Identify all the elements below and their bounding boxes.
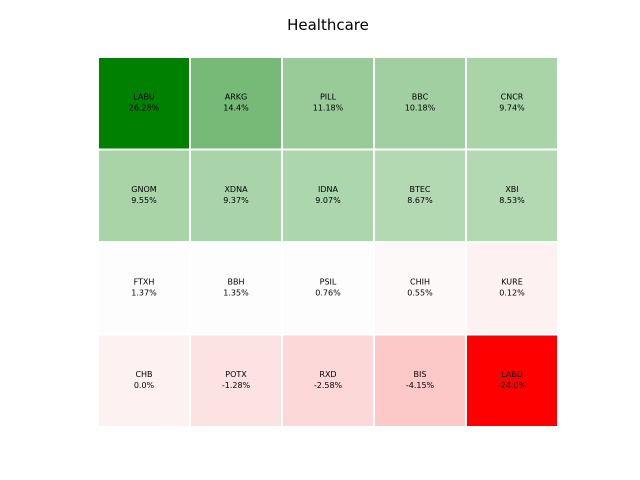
cell-ticker-label: RXD — [319, 370, 336, 379]
heatmap-cell: PSIL 0.76% — [281, 241, 375, 336]
heatmap-cell-rect — [465, 56, 559, 151]
cell-ticker-label: XDNA — [224, 185, 248, 194]
heatmap-cell: LABU 26.28% — [97, 56, 191, 151]
cell-value-label: 9.55% — [131, 196, 157, 205]
heatmap-cell: LABD -24.0% — [465, 333, 559, 428]
cell-ticker-label: ARKG — [225, 92, 247, 101]
cell-value-label: 0.0% — [134, 381, 155, 390]
cell-value-label: 0.76% — [315, 288, 341, 297]
cell-value-label: 9.74% — [499, 103, 525, 112]
cell-value-label: 26.28% — [129, 103, 160, 112]
cell-value-label: 8.67% — [407, 196, 433, 205]
heatmap-cell: CHB 0.0% — [97, 333, 191, 428]
heatmap-cell-rect — [373, 241, 467, 336]
heatmap-cell: IDNA 9.07% — [281, 148, 375, 243]
heatmap-cell-rect — [281, 148, 375, 243]
cell-value-label: 0.55% — [407, 288, 433, 297]
cell-value-label: 8.53% — [499, 196, 525, 205]
cell-ticker-label: KURE — [501, 277, 523, 286]
heatmap-cell: ARKG 14.4% — [189, 56, 283, 151]
heatmap-cell-rect — [97, 148, 191, 243]
cell-value-label: -2.58% — [314, 381, 343, 390]
heatmap-cell: XDNA 9.37% — [189, 148, 283, 243]
cell-ticker-label: FTXH — [134, 277, 155, 286]
heatmap-cell-rect — [465, 241, 559, 336]
cell-value-label: 0.12% — [499, 288, 525, 297]
heatmap-cell-rect — [97, 241, 191, 336]
chart-title: Healthcare — [287, 16, 369, 34]
cell-ticker-label: BTEC — [409, 185, 430, 194]
cell-value-label: 11.18% — [313, 103, 344, 112]
cell-value-label: 10.18% — [405, 103, 436, 112]
cell-ticker-label: IDNA — [318, 185, 339, 194]
heatmap-cell-rect — [281, 241, 375, 336]
cell-ticker-label: CNCR — [501, 92, 524, 101]
cell-value-label: -1.28% — [222, 381, 251, 390]
heatmap-cell: GNOM 9.55% — [97, 148, 191, 243]
cell-ticker-label: CHIH — [410, 277, 430, 286]
heatmap-cell: BBH 1.35% — [189, 241, 283, 336]
heatmap-cell: FTXH 1.37% — [97, 241, 191, 336]
cell-value-label: 9.07% — [315, 196, 341, 205]
heatmap-cell: BIS -4.15% — [373, 333, 467, 428]
cell-ticker-label: LABU — [133, 92, 155, 101]
cell-ticker-label: PSIL — [320, 277, 337, 286]
heatmap-cell-rect — [189, 148, 283, 243]
heatmap-cell: KURE 0.12% — [465, 241, 559, 336]
cell-ticker-label: CHB — [135, 370, 152, 379]
cell-ticker-label: PILL — [320, 92, 337, 101]
cell-ticker-label: BBC — [412, 92, 429, 101]
cell-ticker-label: POTX — [225, 370, 247, 379]
heatmap-cell-rect — [281, 333, 375, 428]
cell-value-label: 9.37% — [223, 196, 249, 205]
heatmap-cell-rect — [465, 333, 559, 428]
heatmap-cell-rect — [373, 148, 467, 243]
cell-value-label: 1.35% — [223, 288, 249, 297]
cell-value-label: -24.0% — [498, 381, 527, 390]
heatmap-cell: PILL 11.18% — [281, 56, 375, 151]
heatmap-cell: POTX -1.28% — [189, 333, 283, 428]
cell-ticker-label: LABD — [501, 370, 523, 379]
cell-ticker-label: BBH — [228, 277, 245, 286]
heatmap-cell: BBC 10.18% — [373, 56, 467, 151]
cell-value-label: 1.37% — [131, 288, 157, 297]
cell-ticker-label: GNOM — [131, 185, 156, 194]
heatmap-cell: BTEC 8.67% — [373, 148, 467, 243]
cell-ticker-label: BIS — [414, 370, 427, 379]
heatmap-cell-rect — [373, 333, 467, 428]
heatmap-cell: XBI 8.53% — [465, 148, 559, 243]
heatmap-cell-rect — [189, 241, 283, 336]
heatmap-cell: CHIH 0.55% — [373, 241, 467, 336]
cell-value-label: 14.4% — [223, 103, 249, 112]
cell-value-label: -4.15% — [406, 381, 435, 390]
cell-ticker-label: XBI — [505, 185, 518, 194]
heatmap-cell: RXD -2.58% — [281, 333, 375, 428]
heatmap-cell: CNCR 9.74% — [465, 56, 559, 151]
